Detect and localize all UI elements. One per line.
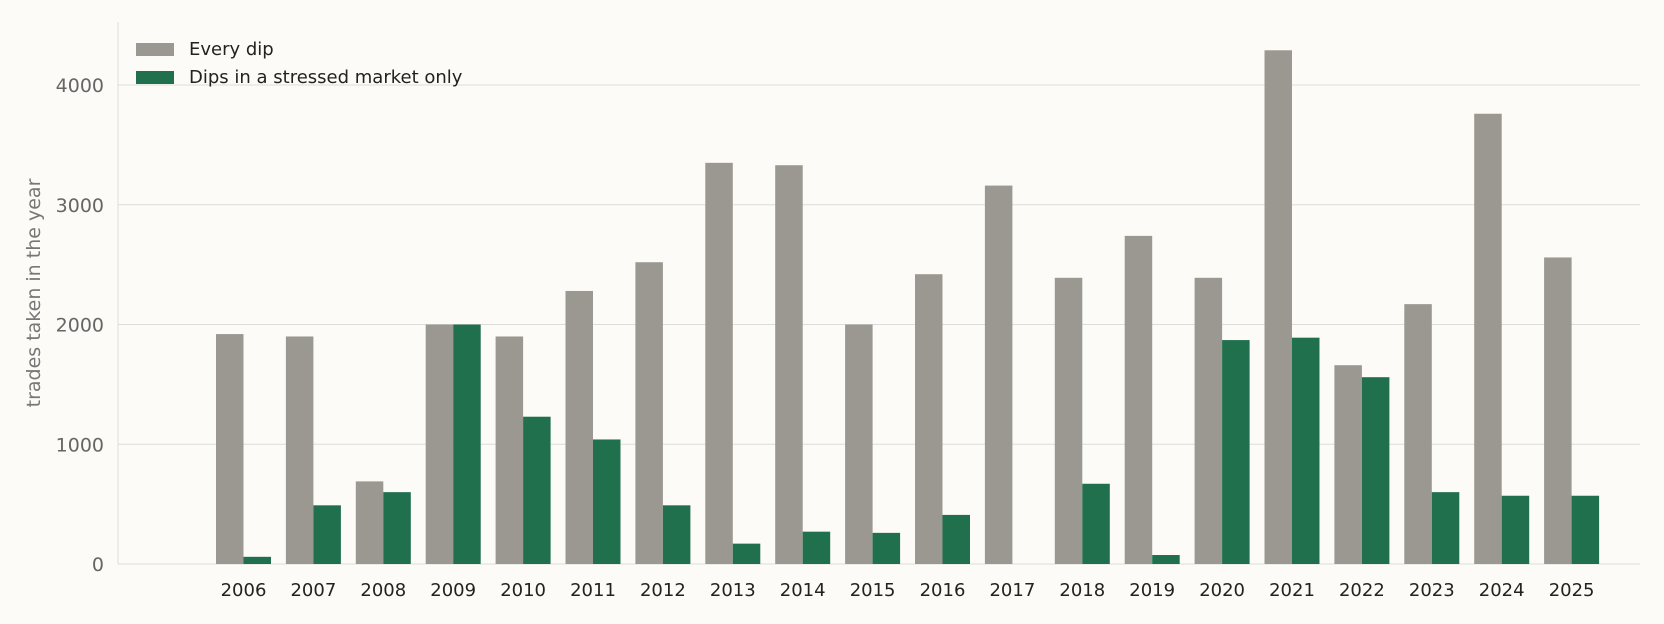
x-tick-label: 2011 bbox=[570, 580, 616, 601]
bar-stressed-dip-2006 bbox=[243, 556, 271, 564]
x-tick-label: 2020 bbox=[1199, 580, 1245, 601]
x-tick-label: 2016 bbox=[920, 580, 966, 601]
legend-swatch-every-dip bbox=[136, 43, 174, 56]
x-tick-label: 2017 bbox=[989, 580, 1035, 601]
bar-every-dip-2020 bbox=[1194, 277, 1223, 564]
x-tick-label: 2010 bbox=[500, 580, 546, 601]
x-tick-label: 2019 bbox=[1129, 580, 1175, 601]
legend: Every dip Dips in a stressed market only bbox=[136, 39, 463, 88]
bar-every-dip-2010 bbox=[495, 336, 524, 564]
x-tick-label: 2015 bbox=[850, 580, 896, 601]
x-tick-label: 2006 bbox=[221, 580, 267, 601]
x-tick-label: 2018 bbox=[1059, 580, 1105, 601]
x-tick-label: 2012 bbox=[640, 580, 686, 601]
bar-stressed-dip-2018 bbox=[1082, 483, 1110, 564]
bar-stressed-dip-2012 bbox=[662, 505, 691, 564]
x-tick-label: 2007 bbox=[290, 580, 336, 601]
bar-stressed-dip-2008 bbox=[383, 492, 411, 564]
legend-swatch-stressed-dip bbox=[136, 71, 174, 84]
x-tick-label: 2025 bbox=[1549, 580, 1595, 601]
x-tick-label: 2009 bbox=[430, 580, 476, 601]
x-tick-label: 2013 bbox=[710, 580, 756, 601]
bar-stressed-dip-2024 bbox=[1501, 495, 1530, 564]
bar-stressed-dip-2013 bbox=[732, 543, 761, 564]
legend-label-stressed-dip: Dips in a stressed market only bbox=[189, 67, 463, 88]
bar-stressed-dip-2020 bbox=[1222, 340, 1250, 564]
x-tick-label: 2021 bbox=[1269, 580, 1315, 601]
bar-stressed-dip-2021 bbox=[1292, 337, 1320, 564]
legend-label-every-dip: Every dip bbox=[189, 39, 274, 60]
bar-every-dip-2013 bbox=[705, 162, 733, 564]
bars bbox=[216, 50, 1600, 565]
y-tick-label: 1000 bbox=[56, 434, 104, 456]
bar-every-dip-2022 bbox=[1334, 365, 1362, 564]
x-tick-label: 2014 bbox=[780, 580, 826, 601]
bar-every-dip-2021 bbox=[1264, 50, 1292, 564]
x-tick-label: 2022 bbox=[1339, 580, 1385, 601]
bar-stressed-dip-2016 bbox=[942, 514, 970, 564]
bar-every-dip-2016 bbox=[915, 274, 943, 564]
bar-every-dip-2008 bbox=[355, 481, 384, 564]
bar-every-dip-2024 bbox=[1474, 113, 1502, 565]
bar-every-dip-2017 bbox=[984, 185, 1013, 564]
bar-every-dip-2014 bbox=[775, 165, 803, 565]
x-tick-label: 2024 bbox=[1479, 580, 1525, 601]
y-axis-title: trades taken in the year bbox=[23, 178, 45, 407]
y-tick-label: 3000 bbox=[56, 195, 104, 217]
bar-every-dip-2011 bbox=[565, 290, 593, 564]
bar-every-dip-2006 bbox=[216, 334, 244, 564]
bar-stressed-dip-2007 bbox=[313, 505, 341, 564]
bar-stressed-dip-2015 bbox=[872, 532, 901, 564]
y-tick-label: 0 bbox=[92, 554, 104, 576]
bar-every-dip-2012 bbox=[635, 262, 663, 564]
y-tick-label: 4000 bbox=[56, 75, 104, 97]
y-tick-label: 2000 bbox=[56, 315, 104, 337]
bar-every-dip-2019 bbox=[1124, 235, 1153, 564]
bar-stressed-dip-2022 bbox=[1361, 377, 1390, 564]
bar-stressed-dip-2019 bbox=[1152, 555, 1180, 564]
bar-every-dip-2009 bbox=[425, 324, 454, 564]
x-tick-labels: 2006 2007 2008 2009 2010 2011 2012 2013 2014 2015… bbox=[221, 580, 1595, 601]
bar-every-dip-2018 bbox=[1054, 277, 1083, 564]
bar-stressed-dip-2014 bbox=[802, 531, 831, 564]
bar-every-dip-2007 bbox=[285, 336, 314, 564]
bar-stressed-dip-2023 bbox=[1431, 492, 1460, 564]
y-tick-labels: 0 1000 2000 3000 4000 bbox=[56, 75, 104, 576]
x-tick-label: 2008 bbox=[360, 580, 406, 601]
bar-stressed-dip-2011 bbox=[593, 439, 621, 564]
bar-stressed-dip-2009 bbox=[453, 324, 481, 564]
x-tick-label: 2023 bbox=[1409, 580, 1455, 601]
bar-every-dip-2025 bbox=[1544, 257, 1572, 564]
bar-every-dip-2023 bbox=[1404, 304, 1432, 564]
bar-every-dip-2015 bbox=[845, 324, 873, 564]
bar-stressed-dip-2010 bbox=[523, 416, 551, 564]
bar-stressed-dip-2025 bbox=[1571, 495, 1600, 564]
